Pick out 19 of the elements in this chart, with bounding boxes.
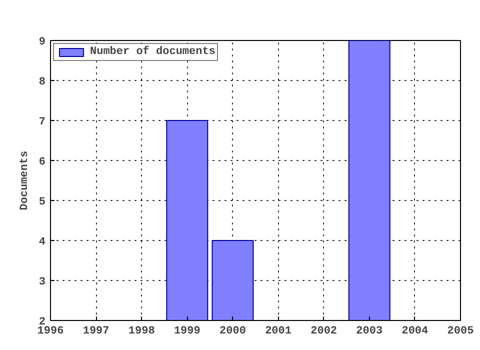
x-tick-label: 1997 <box>82 326 110 338</box>
y-axis-title: Documents <box>18 150 31 210</box>
x-tick-label: 2002 <box>310 326 338 338</box>
y-tick-label: 6 <box>38 156 46 168</box>
x-tick-label: 1999 <box>174 326 200 338</box>
x-tick-label: 2003 <box>356 326 383 338</box>
x-tick-label: 2001 <box>265 326 292 338</box>
y-tick-label: 9 <box>38 36 46 48</box>
y-tick-label: 3 <box>38 276 46 288</box>
y-tick-label: 7 <box>38 116 46 128</box>
x-tick-label: 2000 <box>220 326 246 338</box>
y-tick-label: 4 <box>38 236 46 248</box>
x-tick-label: 2005 <box>447 326 474 338</box>
x-tick-label: 2004 <box>402 326 429 338</box>
x-tick-label: 1998 <box>128 326 156 338</box>
x-tick-label: 1996 <box>37 326 64 338</box>
y-tick-label: 5 <box>38 196 46 208</box>
legend-label: Number of documents <box>90 46 216 58</box>
y-tick-label: 8 <box>38 76 46 88</box>
